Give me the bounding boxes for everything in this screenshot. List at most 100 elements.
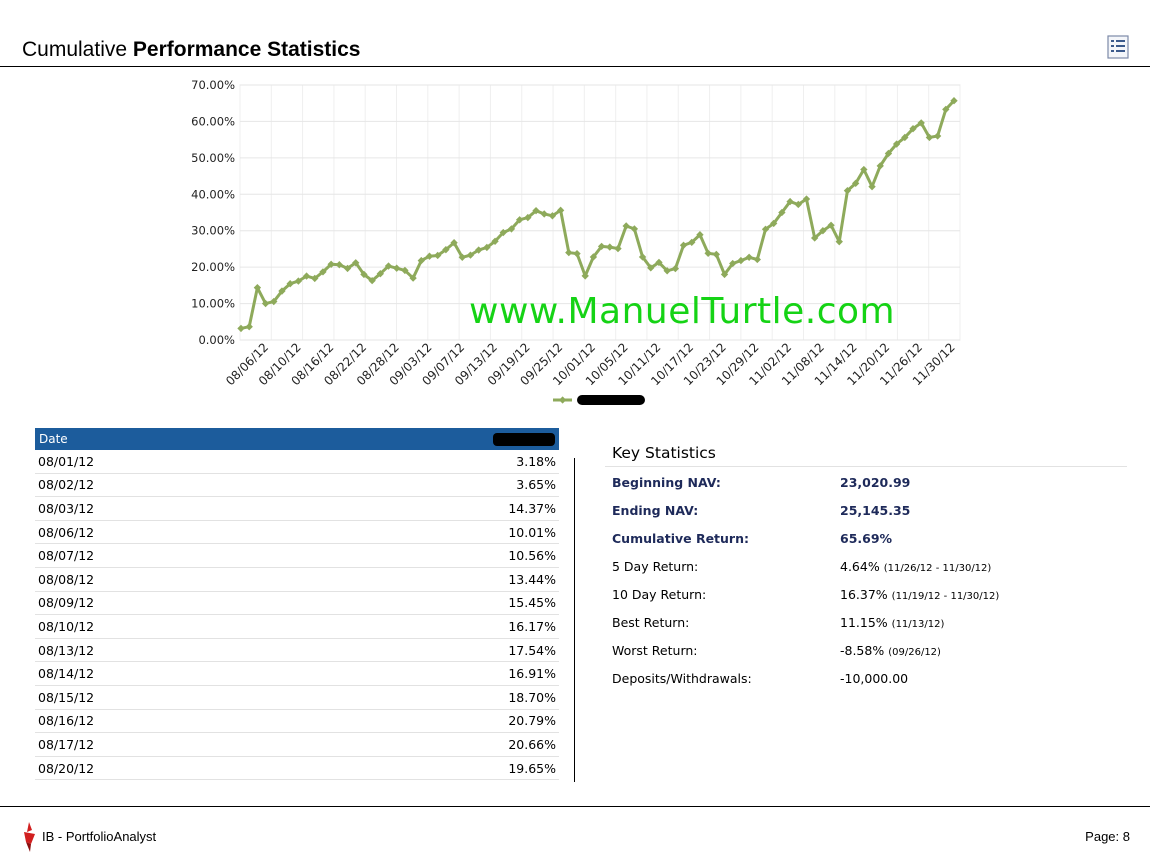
key-stat-number: 65.69%	[840, 531, 893, 546]
data-point	[753, 255, 761, 264]
y-tick-label: 40.00%	[191, 187, 235, 201]
key-stat-date-range: (11/19/12 - 11/30/12)	[891, 591, 1000, 602]
data-point	[245, 323, 253, 331]
data-point	[573, 249, 581, 258]
table-row: 08/08/12 13.44%	[35, 567, 559, 592]
table-row: 08/16/12 20.79%	[35, 709, 559, 734]
key-statistics-divider	[605, 466, 1127, 467]
key-stat-value: 65.69%	[840, 531, 892, 546]
chart-legend	[553, 395, 645, 405]
plot-area	[239, 84, 961, 341]
y-tick-label: 70.00%	[191, 78, 235, 92]
key-stat-value: -10,000.00	[840, 671, 908, 686]
column-header-redacted	[281, 428, 559, 450]
title-bold: Performance Statistics	[132, 38, 361, 61]
series-polyline	[240, 99, 956, 330]
key-stat-label: Best Return:	[612, 615, 690, 630]
row-value: 19.65%	[281, 756, 559, 781]
key-stat-label: Ending NAV:	[612, 503, 699, 518]
data-point	[638, 253, 647, 261]
page-title: Cumulative Performance Statistics	[22, 38, 361, 62]
column-header-date: Date	[35, 428, 282, 450]
table-row: 08/09/12 15.45%	[35, 591, 559, 616]
data-point	[745, 253, 753, 261]
data-point	[671, 264, 680, 273]
data-point	[360, 270, 368, 279]
key-stat-label: Beginning NAV:	[612, 475, 721, 490]
data-point	[384, 262, 393, 270]
row-date: 08/16/12	[35, 709, 282, 734]
ib-logo-icon	[24, 822, 35, 852]
key-stat-label: Worst Return:	[612, 643, 698, 658]
data-point	[860, 165, 868, 174]
data-point	[917, 119, 925, 127]
row-value: 3.18%	[281, 450, 559, 474]
row-date: 08/09/12	[35, 591, 282, 616]
data-point	[597, 242, 606, 251]
data-point	[794, 200, 802, 209]
key-stat-value: 11.15% (11/13/12)	[840, 615, 944, 630]
table-row: 08/06/12 10.01%	[35, 520, 559, 545]
key-stat-number: 4.64%	[840, 559, 880, 574]
data-point	[581, 272, 589, 280]
data-point	[352, 259, 360, 267]
data-point	[302, 272, 311, 280]
data-point	[696, 231, 704, 239]
table-of-contents-icon[interactable]	[1107, 35, 1129, 59]
row-value: 13.44%	[281, 567, 559, 592]
data-point	[876, 162, 884, 170]
data-point	[401, 266, 409, 275]
data-point	[524, 213, 532, 222]
data-point	[786, 197, 794, 206]
data-point	[827, 221, 835, 229]
key-stat-label: Cumulative Return:	[612, 531, 749, 546]
key-stat-value: 16.37% (11/19/12 - 11/30/12)	[840, 587, 999, 602]
title-light: Cumulative	[22, 38, 133, 61]
table-row: 08/10/12 16.17%	[35, 614, 559, 639]
key-stat-value: -8.58% (09/26/12)	[840, 643, 941, 658]
row-date: 08/13/12	[35, 638, 282, 663]
data-point	[270, 297, 278, 306]
table-row: 08/17/12 20.66%	[35, 732, 559, 757]
table-row: 08/03/12 14.37%	[35, 496, 559, 521]
key-stat-date-range: (11/26/12 - 11/30/12)	[883, 563, 992, 574]
key-stat-value: 25,145.35	[840, 503, 910, 518]
y-tick-label: 50.00%	[191, 151, 235, 165]
key-stat-label: Deposits/Withdrawals:	[612, 671, 752, 686]
key-stat-value: 23,020.99	[840, 475, 910, 490]
row-date: 08/14/12	[35, 661, 282, 686]
row-date: 08/15/12	[35, 685, 282, 710]
footer-page-number: Page: 8	[1085, 829, 1130, 844]
legend-marker	[558, 396, 567, 404]
data-point	[647, 264, 655, 272]
data-point	[515, 216, 524, 224]
data-point	[729, 259, 737, 268]
table-row: 08/01/12 3.18%	[35, 450, 559, 474]
data-point	[499, 228, 507, 237]
data-point	[368, 276, 376, 285]
data-point	[393, 264, 401, 272]
row-value: 16.17%	[281, 614, 559, 639]
data-point	[704, 249, 712, 257]
data-point	[811, 234, 819, 242]
table-row: 08/20/12 19.65%	[35, 756, 559, 781]
key-stat-number: 25,145.35	[840, 503, 911, 518]
vertical-divider	[574, 458, 575, 782]
bottom-divider	[0, 806, 1150, 807]
data-point	[679, 241, 688, 249]
chart-grid	[239, 84, 961, 341]
data-point	[532, 207, 540, 215]
key-stat-date-range: (09/26/12)	[888, 647, 941, 658]
y-tick-label: 20.00%	[191, 260, 235, 274]
data-point	[622, 222, 630, 230]
data-point	[434, 251, 442, 260]
data-point	[614, 244, 622, 253]
row-value: 14.37%	[281, 496, 559, 521]
performance-table: Date 08/01/12 3.18% 08/02/12 3.65% 08/03/12 1…	[35, 428, 559, 781]
row-date: 08/06/12	[35, 520, 282, 545]
watermark-text: www.ManuelTurtle.com	[469, 291, 896, 332]
data-point	[909, 125, 917, 133]
data-point	[556, 206, 565, 214]
table-row: 08/02/12 3.65%	[35, 473, 559, 498]
data-point	[892, 140, 901, 148]
